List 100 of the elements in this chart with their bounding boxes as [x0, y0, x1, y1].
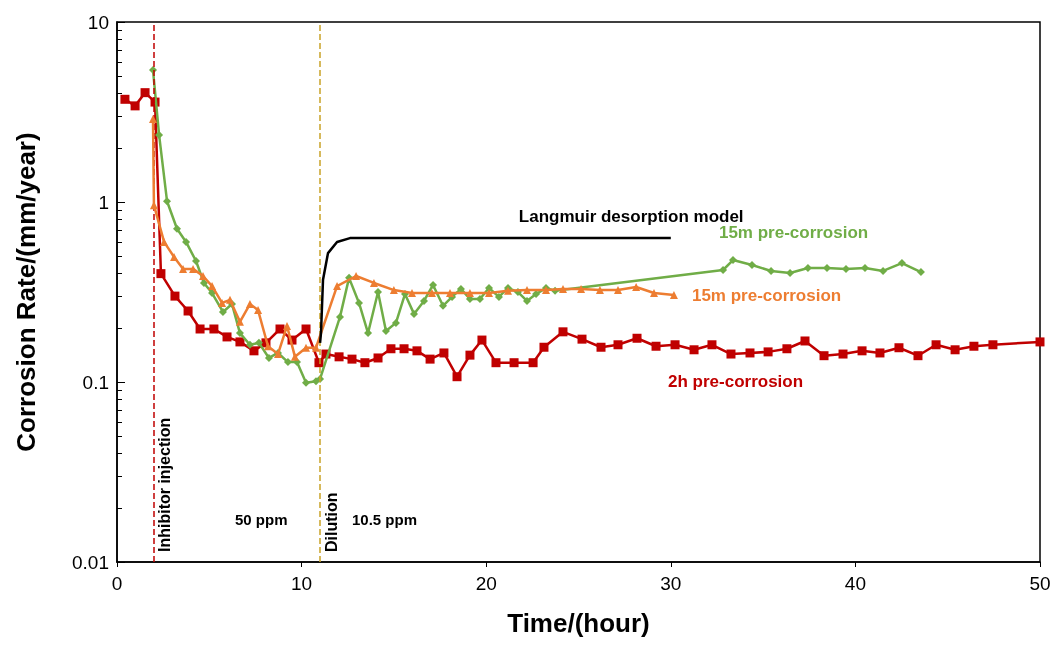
point	[419, 296, 428, 305]
point	[149, 115, 157, 124]
y-tick-label: 10	[87, 11, 109, 33]
point	[312, 343, 320, 352]
point	[389, 286, 398, 295]
point	[283, 321, 292, 330]
point	[427, 289, 436, 298]
y-tick-label: 0.1	[82, 371, 109, 393]
point	[170, 291, 180, 301]
point	[803, 263, 812, 272]
point	[800, 336, 810, 346]
point	[225, 295, 234, 304]
point	[199, 272, 208, 281]
point	[1035, 337, 1045, 347]
point	[381, 327, 390, 336]
point	[182, 237, 191, 246]
point	[670, 340, 680, 350]
y-tick-label: 0.01	[72, 551, 109, 573]
point	[235, 317, 244, 326]
point	[264, 353, 273, 362]
point	[179, 264, 188, 273]
point	[879, 266, 888, 275]
point	[465, 289, 474, 298]
point	[595, 286, 604, 295]
point	[782, 344, 792, 354]
point	[456, 284, 465, 293]
point	[429, 280, 438, 289]
point	[235, 329, 244, 338]
point	[333, 282, 342, 291]
point	[412, 346, 422, 356]
point	[425, 354, 435, 364]
point	[373, 353, 383, 363]
point	[745, 348, 755, 358]
ref-line-label: Inhibitor injection	[156, 417, 174, 552]
point	[301, 324, 311, 334]
point	[170, 252, 179, 261]
point	[172, 224, 181, 233]
point	[465, 350, 475, 360]
point	[632, 283, 641, 292]
x-tick-label: 20	[475, 573, 497, 594]
point	[596, 342, 606, 352]
y-tick-label: 1	[98, 191, 109, 213]
point	[347, 354, 357, 364]
point	[988, 340, 998, 350]
point	[302, 378, 311, 387]
point	[352, 272, 361, 281]
point	[290, 352, 299, 361]
point	[748, 260, 757, 269]
point	[726, 349, 736, 359]
point	[369, 278, 378, 287]
point	[763, 347, 773, 357]
point	[916, 268, 925, 277]
point	[208, 282, 217, 291]
point	[160, 237, 169, 246]
point	[558, 284, 567, 293]
series-label: 2h pre-corrosion	[668, 372, 804, 392]
point	[163, 197, 172, 206]
point	[632, 333, 642, 343]
point	[334, 352, 344, 362]
point	[707, 340, 717, 350]
point	[222, 332, 232, 342]
point	[689, 345, 699, 355]
point	[857, 346, 867, 356]
point	[532, 290, 541, 299]
point	[577, 284, 586, 293]
point	[254, 306, 263, 315]
point	[386, 344, 396, 354]
point	[192, 257, 201, 266]
point	[651, 341, 661, 351]
point	[819, 351, 829, 361]
point	[391, 318, 400, 327]
point	[156, 269, 166, 279]
point	[494, 292, 503, 301]
point	[439, 348, 449, 358]
point	[577, 334, 587, 344]
point	[245, 340, 254, 349]
point	[439, 301, 447, 310]
point	[614, 286, 622, 295]
annotation: 50 ppm	[235, 511, 288, 528]
point	[195, 324, 205, 334]
point	[235, 337, 245, 347]
point	[523, 296, 531, 305]
point	[209, 324, 219, 334]
point	[613, 340, 623, 350]
point	[477, 335, 487, 345]
point	[950, 345, 960, 355]
y-axis-title: Corrosion Rate/(mm/year)	[11, 132, 41, 452]
point	[539, 342, 549, 352]
x-axis-title: Time/(hour)	[507, 608, 650, 638]
point	[719, 266, 728, 274]
x-tick-label: 40	[844, 573, 866, 594]
point	[130, 101, 140, 111]
point	[523, 286, 531, 295]
point	[894, 343, 904, 353]
point	[364, 329, 373, 338]
point	[189, 264, 198, 273]
series-label: 15m pre-corrosion	[691, 285, 842, 305]
point	[283, 358, 292, 367]
point	[218, 307, 227, 316]
point	[120, 94, 130, 104]
